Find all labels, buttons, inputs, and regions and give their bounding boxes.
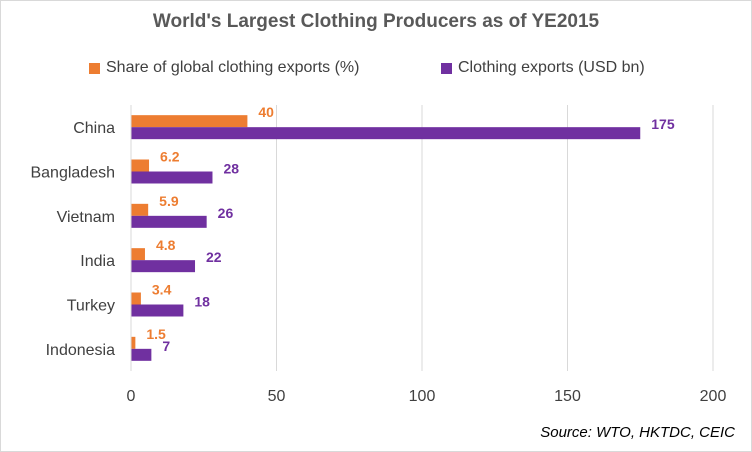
exports-bar-indonesia (131, 348, 152, 361)
x-tick-label-200: 200 (700, 388, 727, 405)
x-tick-label-100: 100 (409, 388, 436, 405)
share-value-label-india: 4.8 (156, 237, 176, 253)
share-value-label-bangladesh: 6.2 (160, 149, 180, 165)
category-label-turkey: Turkey (67, 298, 115, 315)
exports-value-label-china: 175 (651, 116, 675, 132)
category-label-vietnam: Vietnam (57, 209, 115, 226)
exports-value-label-bangladesh: 28 (223, 161, 239, 177)
exports-value-label-indonesia: 7 (162, 338, 170, 354)
legend-item-exports: Clothing exports (USD bn) (441, 59, 645, 77)
exports-bar-turkey (131, 304, 184, 317)
share-bar-indonesia (131, 336, 136, 349)
share-value-label-indonesia: 1.5 (146, 326, 166, 342)
exports-value-label-turkey: 18 (194, 294, 210, 310)
legend-item-share: Share of global clothing exports (%) (89, 59, 359, 77)
exports-bar-india (131, 260, 196, 273)
category-label-india: India (80, 253, 115, 270)
exports-bar-vietnam (131, 215, 207, 228)
exports-bar-bangladesh (131, 171, 213, 184)
category-label-indonesia: Indonesia (46, 342, 115, 359)
x-tick-label-0: 0 (127, 388, 136, 405)
exports-value-label-india: 22 (206, 249, 222, 265)
x-tick-label-150: 150 (554, 388, 581, 405)
share-bar-china (131, 115, 248, 128)
source-note: Source: WTO, HKTDC, CEIC (540, 424, 735, 441)
legend-swatch-exports (441, 62, 452, 74)
chart-title: World's Largest Clothing Producers as of… (152, 11, 600, 32)
share-bar-bangladesh (131, 159, 150, 172)
share-bar-vietnam (131, 203, 149, 216)
x-tick-label-50: 50 (268, 388, 286, 405)
share-value-label-turkey: 3.4 (152, 282, 172, 298)
exports-bar-china (131, 127, 641, 140)
legend-label-share: Share of global clothing exports (%) (106, 59, 360, 76)
share-value-label-vietnam: 5.9 (159, 193, 179, 209)
exports-value-label-vietnam: 26 (218, 205, 234, 221)
category-label-china: China (73, 120, 115, 137)
share-bar-india (131, 248, 145, 261)
category-label-bangladesh: Bangladesh (30, 165, 115, 182)
share-value-label-china: 40 (258, 104, 274, 120)
legend-swatch-share (89, 62, 100, 74)
share-bar-turkey (131, 292, 141, 305)
legend-label-exports: Clothing exports (USD bn) (458, 59, 645, 76)
